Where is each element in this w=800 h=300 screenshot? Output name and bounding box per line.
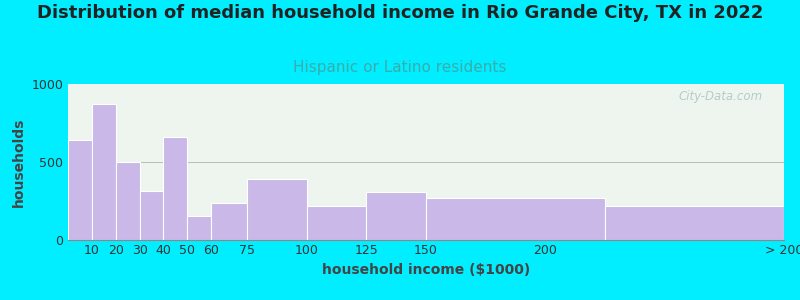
Text: City-Data.com: City-Data.com xyxy=(678,90,762,103)
Bar xyxy=(139,191,163,240)
Bar xyxy=(92,104,116,240)
Bar xyxy=(163,137,187,240)
Bar xyxy=(247,179,306,240)
Text: Hispanic or Latino residents: Hispanic or Latino residents xyxy=(294,60,506,75)
X-axis label: household income ($1000): household income ($1000) xyxy=(322,263,530,277)
Bar xyxy=(426,198,605,240)
Bar xyxy=(116,162,139,240)
Bar xyxy=(306,206,366,240)
Bar xyxy=(187,216,211,240)
Y-axis label: households: households xyxy=(12,117,26,207)
Text: Distribution of median household income in Rio Grande City, TX in 2022: Distribution of median household income … xyxy=(37,4,763,22)
Bar xyxy=(366,192,426,240)
Bar xyxy=(605,206,784,240)
Bar xyxy=(211,202,247,240)
Bar xyxy=(68,140,92,240)
